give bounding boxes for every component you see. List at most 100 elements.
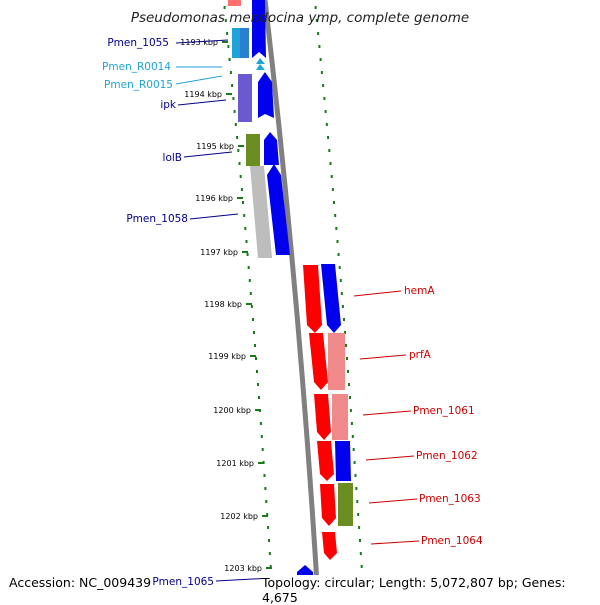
tick-label: 1203 kbp <box>224 564 262 573</box>
gene-label-pmen-1064[interactable]: Pmen_1064 <box>421 535 483 547</box>
track-edge-dot-left <box>239 175 242 178</box>
track-edge-dot-left <box>247 266 250 269</box>
track-edge-dot-left <box>236 136 239 139</box>
track-edge-dot-left <box>261 448 264 451</box>
track-edge-dot-left <box>226 32 229 35</box>
tick-label: 1194 kbp <box>184 90 222 99</box>
tick-label: 1202 kbp <box>220 512 258 521</box>
track-edge-dot-right <box>329 162 332 165</box>
track-edge-dot-left <box>237 149 240 152</box>
track-edge-dot-left <box>244 227 247 230</box>
callout-line-ipk <box>177 99 227 106</box>
track-edge-dot-left <box>232 97 235 100</box>
gene-block-prfa-pink <box>328 333 345 390</box>
gene-label-pmen-r0014[interactable]: Pmen_R0014 <box>102 61 171 73</box>
gene-arrow-lolb <box>264 132 279 165</box>
gene-block-lolb-olive <box>246 134 260 166</box>
track-edge-dot-right <box>349 409 352 412</box>
track-edge-dot-right <box>333 201 335 204</box>
gene-block-pmen-1054-red <box>228 0 241 6</box>
gene-label-lolb[interactable]: lolB <box>163 152 182 164</box>
gene-label-pmen-r0015[interactable]: Pmen_R0015 <box>104 79 173 91</box>
tick-label: 1193 kbp <box>180 38 218 47</box>
track-edge-dot-right <box>356 500 359 503</box>
track-edge-dot-right <box>336 240 339 243</box>
track-edge-dot-left <box>268 552 271 555</box>
gene-label-pmen-1058[interactable]: Pmen_1058 <box>126 213 188 225</box>
tick-label: 1198 kbp <box>204 300 242 309</box>
gene-label-pmen-1055[interactable]: Pmen_1055 <box>107 37 169 49</box>
gene-arrow-hema-blue <box>321 264 341 333</box>
callout-line-hema <box>353 290 402 297</box>
gene-block-pmen-1055-cyan <box>232 28 242 58</box>
track-edge-dot-right <box>315 19 318 22</box>
track-edge-dot-right <box>349 396 351 399</box>
callout-line-prfa <box>359 354 407 360</box>
tick-label: 1197 kbp <box>200 248 238 257</box>
gene-arrow-1062-red <box>317 441 334 481</box>
feature-track-upper <box>228 0 290 258</box>
gene-labels: Pmen_1055 Pmen_R0014 Pmen_R0015 ipk lolB… <box>102 37 483 588</box>
tick-label: 1195 kbp <box>196 142 234 151</box>
track-edge-dot-left <box>264 487 267 490</box>
gene-arrow-1055-right <box>252 0 266 58</box>
callout-line-1061 <box>362 410 412 416</box>
track-edge-dot-right <box>348 383 350 386</box>
track-edge-dot-right <box>343 318 345 321</box>
rna-arrow-r0014 <box>256 58 265 64</box>
gene-label-pmen-1062[interactable]: Pmen_1062 <box>416 450 478 462</box>
gene-label-pmen-1063[interactable]: Pmen_1063 <box>419 493 481 505</box>
track-edge-dot-right <box>324 110 327 113</box>
track-edge-dot-left <box>229 71 232 74</box>
track-edge-dot-left <box>267 526 270 529</box>
gene-label-ipk[interactable]: ipk <box>160 99 177 111</box>
gene-label-prfa[interactable]: prfA <box>409 349 432 361</box>
track-edge-dot-left <box>227 45 230 48</box>
genome-backbone <box>262 0 321 600</box>
track-edge-dot-left <box>263 474 266 477</box>
track-edge-dot-right <box>346 357 348 360</box>
track-edge-dot-right <box>359 539 361 542</box>
track-edge-dot-left <box>245 240 248 243</box>
track-edge-dot-left <box>258 396 260 399</box>
track-edge-dot-right <box>320 71 323 74</box>
gene-block-1061-pink <box>332 394 348 440</box>
gene-arrow-1058 <box>267 164 290 255</box>
track-edge-dot-right <box>347 370 349 373</box>
track-edge-dot-right <box>330 175 333 178</box>
genome-summary-text: Topology: circular; Length: 5,072,807 bp… <box>262 575 600 605</box>
track-edge-dot-left <box>240 188 243 191</box>
track-edge-dot-right <box>325 123 328 126</box>
callout-line-1062 <box>365 455 415 461</box>
track-edge-dot-right <box>359 552 362 555</box>
track-edge-dot-left <box>234 123 237 126</box>
track-edge-dot-right <box>360 565 363 568</box>
track-edge-dot-right <box>317 32 320 35</box>
track-edge-dot-left <box>252 318 254 321</box>
gene-label-pmen-1061[interactable]: Pmen_1061 <box>413 405 475 417</box>
track-edge-dot-right <box>351 435 354 438</box>
track-edge-dot-left <box>269 565 272 568</box>
track-edge-dot-right <box>318 45 321 48</box>
gene-label-pmen-1065[interactable]: Pmen_1065 <box>152 576 214 588</box>
tick-label: 1199 kbp <box>208 352 246 361</box>
gene-label-hema[interactable]: hemA <box>404 285 435 297</box>
track-edge-dot-left <box>224 19 227 22</box>
gene-arrow-1062-blue <box>335 441 351 481</box>
track-edge-dot-left <box>257 383 259 386</box>
track-edge-dot-right <box>322 84 325 87</box>
track-edge-dot-right <box>344 331 346 334</box>
track-edge-dot-left <box>231 84 234 87</box>
gene-arrow-1063-red <box>320 484 336 526</box>
track-edge-dot-right <box>314 6 317 9</box>
track-edge-dot-left <box>260 435 263 438</box>
track-edge-dot-right <box>323 97 326 100</box>
track-edge-dot-right <box>357 513 360 516</box>
track-edge-dot-left <box>249 292 252 295</box>
track-edge-dot-left <box>250 305 253 308</box>
position-ticks: 1193 kbp 1194 kbp 1195 kbp 1196 kbp 1197 kbp… <box>180 38 272 573</box>
callout-line-pmen-1055 <box>175 39 229 44</box>
callout-line-1064 <box>370 540 420 545</box>
callout-line-1063 <box>368 498 418 504</box>
track-edge-dot-right <box>337 253 340 256</box>
